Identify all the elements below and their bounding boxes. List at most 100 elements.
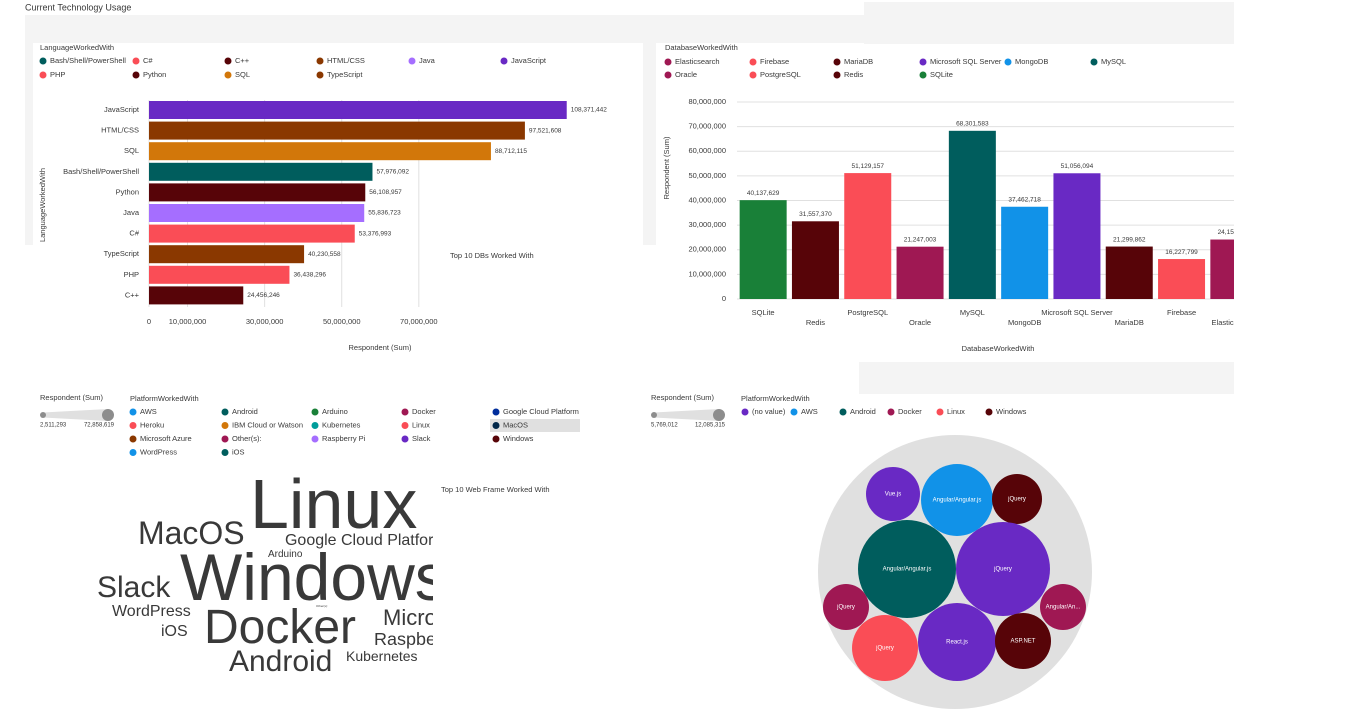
size-legend-max-label: 12,085,315 bbox=[695, 423, 726, 429]
bar bbox=[149, 286, 244, 305]
legend-label: Raspberry Pi bbox=[322, 434, 366, 443]
legend-swatch bbox=[401, 435, 409, 443]
bubble bbox=[852, 615, 918, 681]
legend-swatch bbox=[1004, 58, 1012, 66]
size-legend-max bbox=[102, 409, 114, 421]
bubble bbox=[991, 473, 1043, 525]
word: Docker bbox=[204, 601, 356, 654]
bubble-label: Angular/An... bbox=[1046, 605, 1081, 611]
bar bbox=[149, 245, 305, 264]
legend-swatch bbox=[39, 57, 47, 65]
legend-label: AWS bbox=[801, 407, 818, 416]
legend-label: PHP bbox=[50, 70, 65, 79]
legend-swatch bbox=[500, 57, 508, 65]
legend-label: Linux bbox=[947, 407, 965, 416]
size-legend-ramp bbox=[654, 409, 719, 421]
legend-swatch bbox=[311, 435, 319, 443]
bar bbox=[149, 142, 491, 161]
legend-swatch bbox=[492, 435, 500, 443]
legend-swatch bbox=[492, 408, 500, 416]
y-tick-label: Java bbox=[123, 208, 140, 217]
word: Kubernetes bbox=[346, 648, 418, 664]
value-label: 51,129,157 bbox=[851, 163, 884, 170]
x-tick-label: Firebase bbox=[1167, 308, 1196, 317]
legend-swatch bbox=[221, 435, 229, 443]
y-tick-label: Bash/Shell/PowerShell bbox=[63, 167, 139, 176]
y-axis-title: LanguageWorkedWith bbox=[38, 168, 47, 242]
bubble bbox=[994, 612, 1052, 670]
legend-label: Docker bbox=[898, 407, 922, 416]
x-tick-label: Redis bbox=[806, 318, 825, 327]
legend-label: TypeScript bbox=[327, 70, 363, 79]
legend-label: AWS bbox=[140, 407, 157, 416]
value-label: 53,376,993 bbox=[359, 230, 392, 237]
legend-label: Arduino bbox=[322, 407, 348, 416]
word: Linux bbox=[250, 465, 417, 543]
legend-label: Bash/Shell/PowerShell bbox=[50, 56, 126, 65]
bar bbox=[791, 221, 839, 299]
legend-swatch bbox=[401, 422, 409, 429]
legend-label: Kubernetes bbox=[322, 420, 361, 429]
legend-label: Elasticsearch bbox=[675, 57, 720, 66]
legend-label: C# bbox=[143, 56, 153, 65]
x-tick-label: MySQL bbox=[960, 308, 985, 317]
value-label: 24,456,246 bbox=[247, 292, 280, 299]
legend-label: MariaDB bbox=[844, 57, 873, 66]
word: WordPress bbox=[112, 603, 191, 620]
legend-swatch bbox=[221, 449, 229, 456]
y-tick-label: 70,000,000 bbox=[688, 122, 726, 131]
size-legend-max-label: 72,858,619 bbox=[84, 423, 115, 429]
legend-label: SQL bbox=[235, 70, 250, 79]
bubble bbox=[921, 464, 993, 536]
legend-swatch bbox=[221, 422, 229, 429]
legend-swatch bbox=[132, 57, 140, 65]
legend-label: Android bbox=[232, 407, 258, 416]
legend-swatch bbox=[664, 58, 672, 66]
y-axis-title: Respondent (Sum) bbox=[662, 136, 671, 199]
bar bbox=[149, 224, 355, 243]
word: Slack bbox=[97, 571, 171, 604]
bubble bbox=[858, 520, 956, 618]
legend-swatch bbox=[129, 435, 137, 443]
bar bbox=[844, 173, 892, 299]
legend-selection bbox=[490, 419, 580, 432]
legend-swatch bbox=[492, 422, 500, 429]
legend-label: PostgreSQL bbox=[760, 70, 801, 79]
x-tick-label: MariaDB bbox=[1115, 318, 1144, 327]
value-label: 21,247,003 bbox=[904, 236, 937, 243]
legend-label: iOS bbox=[232, 447, 245, 456]
word: Arduino bbox=[268, 549, 303, 560]
y-tick-label: 30,000,000 bbox=[688, 220, 726, 229]
value-label: 57,976,092 bbox=[376, 169, 409, 176]
word: Android bbox=[229, 645, 332, 678]
size-legend-title: Respondent (Sum) bbox=[40, 393, 103, 402]
legend-swatch bbox=[664, 71, 672, 79]
y-tick-label: 0 bbox=[722, 294, 726, 303]
legend-label: Slack bbox=[412, 434, 431, 443]
legend-label: Python bbox=[143, 70, 166, 79]
bar bbox=[1210, 239, 1234, 299]
size-legend-min bbox=[651, 412, 657, 418]
legend-swatch bbox=[129, 449, 137, 456]
size-legend-min-label: 2,511,293 bbox=[40, 423, 67, 429]
legend-swatch bbox=[936, 408, 944, 416]
legend-title: DatabaseWorkedWith bbox=[665, 43, 738, 52]
panel-shade bbox=[859, 362, 1234, 394]
value-label: 88,712,115 bbox=[495, 148, 527, 155]
legend-swatch bbox=[749, 71, 757, 79]
legend-swatch bbox=[919, 71, 927, 79]
legend-label: Google Cloud Platform bbox=[503, 407, 579, 416]
value-label: 97,521,608 bbox=[529, 127, 562, 134]
bar bbox=[1001, 206, 1049, 299]
y-tick-label: C++ bbox=[125, 290, 140, 299]
legend-label: Redis bbox=[844, 70, 863, 79]
y-tick-label: C# bbox=[129, 229, 139, 238]
y-tick-label: JavaScript bbox=[104, 105, 140, 114]
legend-label: Heroku bbox=[140, 420, 164, 429]
legend-label: JavaScript bbox=[511, 56, 547, 65]
legend-label: Java bbox=[419, 56, 436, 65]
x-tick-label: Microsoft SQL Server bbox=[1041, 308, 1113, 317]
legend-swatch bbox=[311, 422, 319, 429]
bubble bbox=[865, 466, 921, 522]
